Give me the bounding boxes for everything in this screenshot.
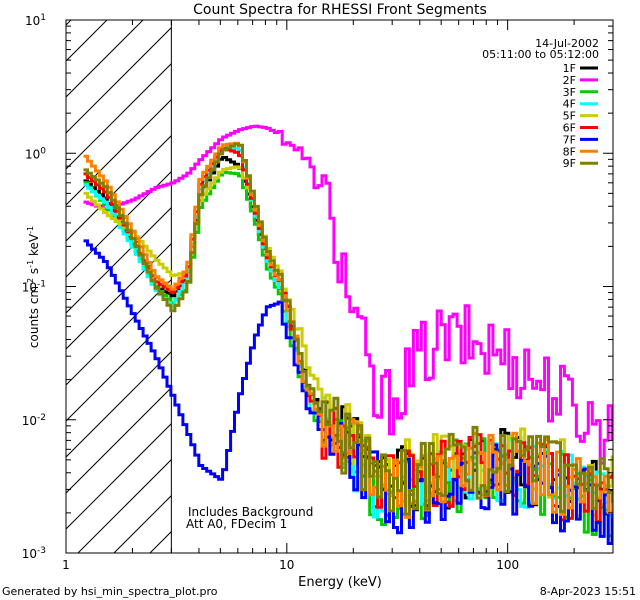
y-axis-label-sup2: -1	[26, 260, 35, 268]
y-axis-label-kev: keV	[27, 233, 41, 260]
y-tick-label: 101	[25, 13, 46, 28]
y-axis-label-sup1: -2	[26, 278, 35, 286]
footer-timestamp: 8-Apr-2023 15:51	[540, 585, 636, 598]
hatch-line	[66, 98, 172, 206]
time-range-label: 05:11:00 to 05:12:00	[482, 48, 599, 61]
series-line-9f	[83, 142, 613, 516]
y-axis-label-s: s	[27, 268, 41, 278]
plot-frame	[65, 19, 614, 554]
y-axis-label-units: counts cm	[27, 286, 41, 348]
hatch-line	[66, 242, 172, 350]
hatch-line	[66, 422, 172, 530]
series-line-2f	[83, 124, 613, 465]
hatch-line	[66, 386, 172, 494]
x-tick-label: 100	[496, 558, 519, 572]
x-tick-label: 10	[279, 558, 294, 572]
annotation-attenuator: Att A0, FDecim 1	[186, 517, 287, 531]
y-tick-label: 10-1	[22, 280, 46, 295]
hatch-line	[77, 458, 172, 553]
x-tick-label: 1	[62, 558, 70, 572]
y-tick-label: 100	[25, 146, 46, 161]
y-tick-label: 10-3	[22, 546, 46, 561]
y-axis-label-sup3: -1	[26, 226, 35, 234]
x-axis-label: Energy (keV)	[298, 575, 382, 590]
legend-label-2f: 2F	[563, 74, 576, 87]
y-axis-ticks: 10-3 10-2 10-1 100 101	[22, 13, 613, 561]
legend-label-5f: 5F	[563, 110, 576, 123]
hatch-line	[66, 26, 172, 134]
chart-title: Count Spectra for RHESSI Front Segments	[193, 2, 487, 18]
hatch-line	[66, 206, 172, 314]
legend-label-8f: 8F	[563, 145, 576, 158]
y-axis-label: counts cm-2 s-1 keV-1	[26, 226, 41, 348]
footer-generator: Generated by hsi_min_spectra_plot.pro	[2, 585, 218, 598]
y-tick-label: 10-2	[22, 413, 46, 428]
hatch-line	[66, 62, 172, 170]
date-label: 14-Jul-2002	[535, 37, 599, 50]
series-line-7f	[83, 239, 613, 545]
x-axis-ticks: 1 10 100	[62, 20, 614, 572]
legend-label-1f: 1F	[563, 62, 576, 75]
legend-label-9f: 9F	[563, 157, 576, 170]
legend-label-6f: 6F	[563, 122, 576, 135]
legend-label-3f: 3F	[563, 86, 576, 99]
series-group	[83, 124, 613, 545]
legend-label-4f: 4F	[563, 98, 576, 111]
legend-label-7f: 7F	[563, 133, 576, 146]
annotation-background: Includes Background	[188, 505, 313, 519]
hatch-line	[66, 20, 108, 62]
